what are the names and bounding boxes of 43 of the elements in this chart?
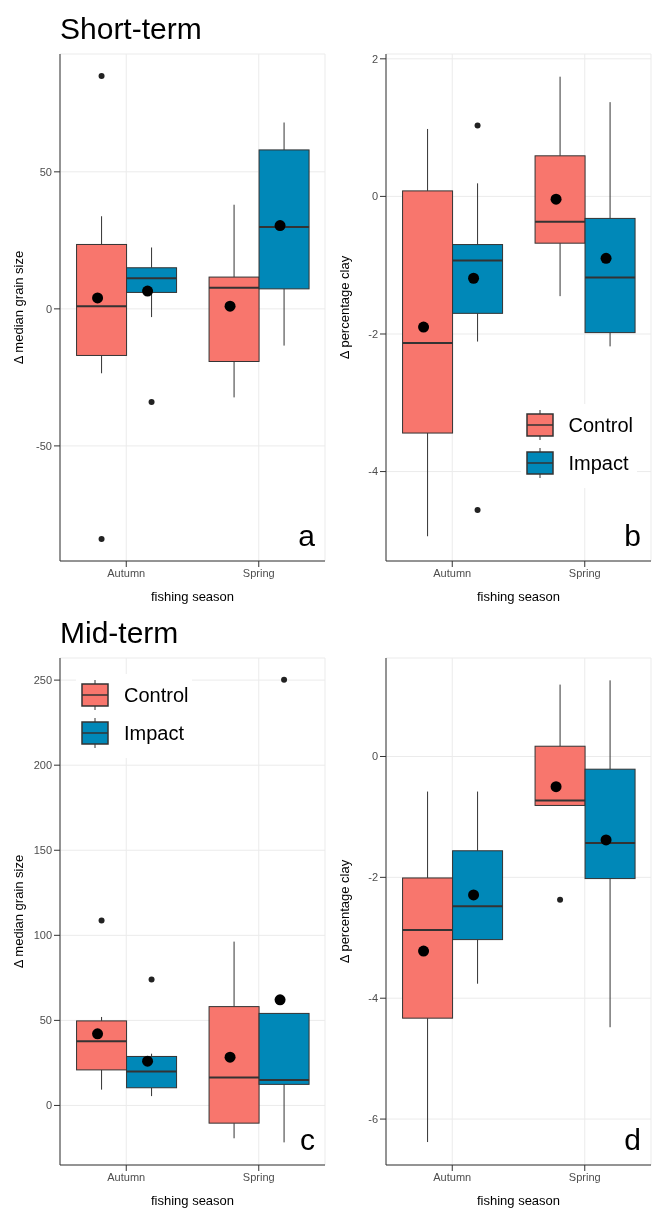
x-tick-label: Spring [568, 1170, 601, 1183]
x-tick-label: Spring [242, 1170, 275, 1183]
x-tick-label: Autumn [433, 1170, 472, 1183]
x-tick-label: Autumn [107, 1170, 146, 1183]
annotation: b [624, 519, 641, 552]
y-axis-title: Δ percentage clay [336, 859, 352, 964]
y-tick-label: 0 [371, 190, 378, 203]
x-tick-label: Autumn [433, 566, 472, 579]
y-tick-label: -2 [368, 327, 378, 340]
y-tick-label: -6 [368, 1112, 378, 1125]
y-tick-label: 250 [33, 674, 52, 687]
y-axis-title: Δ median grain size [10, 250, 26, 365]
x-tick-label: Spring [242, 566, 275, 579]
y-tick-label: -50 [36, 439, 52, 452]
annotation: d [624, 1123, 641, 1156]
annotation: a [298, 519, 315, 552]
x-axis-title: fishing season [150, 1193, 235, 1208]
legend-label: Impact [124, 721, 185, 745]
x-axis-title: fishing season [476, 1193, 561, 1208]
y-tick-label: 50 [39, 1014, 52, 1027]
legend-label: Impact [568, 451, 629, 475]
x-tick-label: Autumn [107, 566, 146, 579]
y-tick-label: 150 [33, 844, 52, 857]
x-axis-title: fishing season [476, 589, 561, 604]
y-tick-label: -4 [368, 465, 378, 478]
y-tick-label: 0 [371, 750, 378, 763]
y-tick-label: 100 [33, 929, 52, 942]
y-axis-title: Δ percentage clay [336, 255, 352, 360]
y-tick-label: 200 [33, 759, 52, 772]
chart-title: Short-term [59, 11, 203, 47]
y-tick-label: 0 [45, 302, 52, 315]
legend-label: Control [568, 413, 633, 437]
y-tick-label: 2 [371, 52, 378, 65]
x-tick-label: Spring [568, 566, 601, 579]
x-axis-title: fishing season [150, 589, 235, 604]
annotation: c [300, 1123, 315, 1156]
y-tick-label: 0 [45, 1099, 52, 1112]
y-axis-title: Δ median grain size [10, 854, 26, 969]
chart-title: Mid-term [59, 615, 180, 651]
y-tick-label: -2 [368, 871, 378, 884]
y-tick-label: 50 [39, 165, 52, 178]
legend-label: Control [124, 683, 189, 707]
y-tick-label: -4 [368, 992, 378, 1005]
